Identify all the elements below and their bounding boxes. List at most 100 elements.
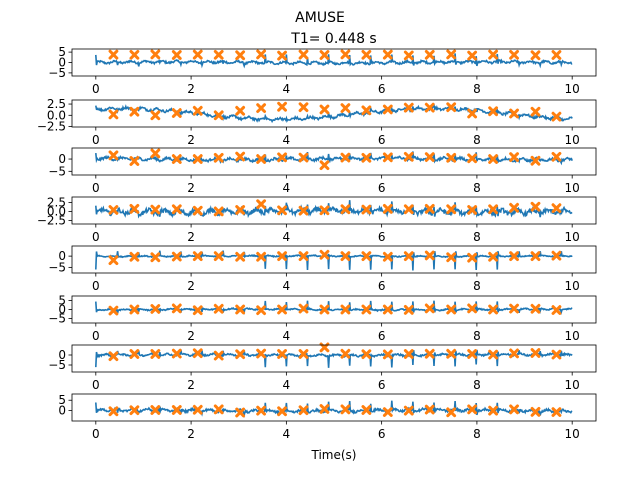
peak-marker bbox=[277, 406, 287, 417]
y-tick-label: −5 bbox=[48, 164, 66, 178]
peak-marker bbox=[403, 405, 414, 416]
subplot-2: 2.50.0−2.5 0 2 4 6 8 10 bbox=[37, 97, 597, 147]
x-tick: 2 bbox=[187, 273, 195, 293]
peak-marker bbox=[340, 251, 351, 262]
peak-marker bbox=[235, 205, 246, 215]
peak-marker bbox=[108, 109, 119, 120]
y-tick-label: 0 bbox=[58, 152, 66, 166]
subplot-7: 0−50 2 4 6 8 10 bbox=[48, 342, 597, 392]
peak-marker bbox=[382, 349, 393, 360]
y-tick-label: 0 bbox=[58, 56, 66, 70]
x-tick: 6 bbox=[378, 273, 385, 293]
peak-marker bbox=[446, 348, 457, 359]
peak-marker bbox=[277, 152, 287, 163]
x-tick-label: 8 bbox=[473, 427, 481, 441]
peak-marker bbox=[340, 103, 351, 113]
peak-marker bbox=[256, 305, 267, 316]
peak-marker bbox=[235, 151, 246, 162]
x-tick-label: 0 bbox=[92, 133, 100, 147]
peak-marker bbox=[192, 154, 203, 164]
peak-marker bbox=[509, 202, 519, 213]
x-axis-label: Time(s) bbox=[311, 448, 357, 462]
peak-marker bbox=[361, 349, 372, 360]
x-tick-label: 10 bbox=[565, 181, 580, 195]
y-tick-label: 0.0 bbox=[47, 204, 66, 218]
x-tick: 2 bbox=[187, 127, 195, 147]
peak-marker bbox=[361, 204, 372, 215]
peak-marker bbox=[403, 349, 414, 359]
peak-marker bbox=[467, 108, 478, 119]
peak-marker bbox=[551, 349, 562, 360]
peak-marker bbox=[192, 205, 203, 216]
peak-marker bbox=[530, 348, 541, 358]
y-tick: 2.5 bbox=[47, 195, 72, 209]
x-tick: 0 bbox=[92, 372, 100, 392]
signal-line bbox=[95, 103, 573, 124]
x-tick: 4 bbox=[283, 273, 290, 293]
x-tick-label: 4 bbox=[283, 427, 291, 441]
peak-marker bbox=[488, 405, 499, 416]
y-tick: 0.0 bbox=[47, 204, 72, 218]
y-tick: −5 bbox=[48, 164, 72, 178]
x-tick-label: 6 bbox=[378, 427, 386, 441]
x-tick-label: 0 bbox=[92, 181, 100, 195]
x-tick-label: 2 bbox=[187, 427, 195, 441]
axes-frame bbox=[71, 196, 597, 225]
peak-marker bbox=[108, 150, 119, 161]
x-tick: 10 bbox=[565, 421, 580, 441]
peak-marker bbox=[129, 251, 140, 262]
x-tick-label: 8 bbox=[473, 329, 481, 343]
peak-marker bbox=[213, 152, 224, 163]
peak-marker bbox=[424, 348, 435, 359]
peak-marker bbox=[424, 250, 435, 261]
peak-marker bbox=[530, 106, 541, 117]
peak-marker bbox=[171, 50, 182, 60]
peak-marker bbox=[340, 204, 351, 215]
x-tick: 6 bbox=[378, 421, 386, 441]
peak-marker bbox=[277, 50, 287, 61]
peak-marker bbox=[150, 252, 161, 263]
peak-marker bbox=[319, 205, 330, 216]
peak-marker bbox=[551, 407, 562, 417]
peak-marker bbox=[256, 348, 267, 359]
peak-marker bbox=[446, 49, 457, 60]
subplot-3: 0−50 2 4 6 8 10 bbox=[48, 147, 597, 195]
peak-marker bbox=[256, 49, 267, 60]
x-tick-label: 10 bbox=[565, 279, 580, 293]
peak-marker bbox=[150, 304, 161, 314]
peak-marker bbox=[192, 404, 203, 415]
x-tick-label: 6 bbox=[378, 329, 386, 343]
x-tick-label: 8 bbox=[473, 133, 481, 147]
x-tick: 0 bbox=[92, 323, 100, 343]
x-tick: 8 bbox=[473, 127, 481, 147]
peak-marker bbox=[551, 151, 562, 162]
y-tick: 0 bbox=[58, 404, 72, 418]
peak-marker bbox=[467, 153, 478, 164]
peak-marker bbox=[488, 154, 499, 164]
x-tick: 2 bbox=[187, 421, 195, 441]
peak-marker bbox=[509, 108, 519, 119]
peak-marker bbox=[150, 405, 161, 415]
peak-marker bbox=[424, 152, 435, 162]
x-tick: 4 bbox=[283, 175, 290, 195]
figure-subtitle: T1= 0.448 s bbox=[290, 31, 376, 47]
x-tick: 4 bbox=[283, 421, 291, 441]
x-tick-label: 4 bbox=[283, 329, 291, 343]
signal-line bbox=[95, 349, 573, 368]
x-tick-label: 0 bbox=[92, 427, 100, 441]
x-tick-label: 6 bbox=[378, 378, 386, 392]
axes-frame bbox=[71, 99, 597, 128]
peak-marker bbox=[277, 251, 287, 262]
peak-marker bbox=[235, 105, 246, 116]
peak-marker bbox=[446, 304, 457, 315]
axes-frame bbox=[71, 393, 597, 422]
x-tick-label: 4 bbox=[283, 230, 291, 244]
x-tick: 2 bbox=[187, 372, 195, 392]
peak-marker bbox=[129, 405, 140, 416]
peak-marker bbox=[382, 304, 393, 315]
y-tick: 5 bbox=[58, 294, 72, 308]
peak-marker bbox=[298, 152, 309, 163]
peak-marker bbox=[446, 152, 457, 163]
y-tick-label: −5 bbox=[48, 312, 66, 326]
peak-marker bbox=[277, 101, 287, 112]
